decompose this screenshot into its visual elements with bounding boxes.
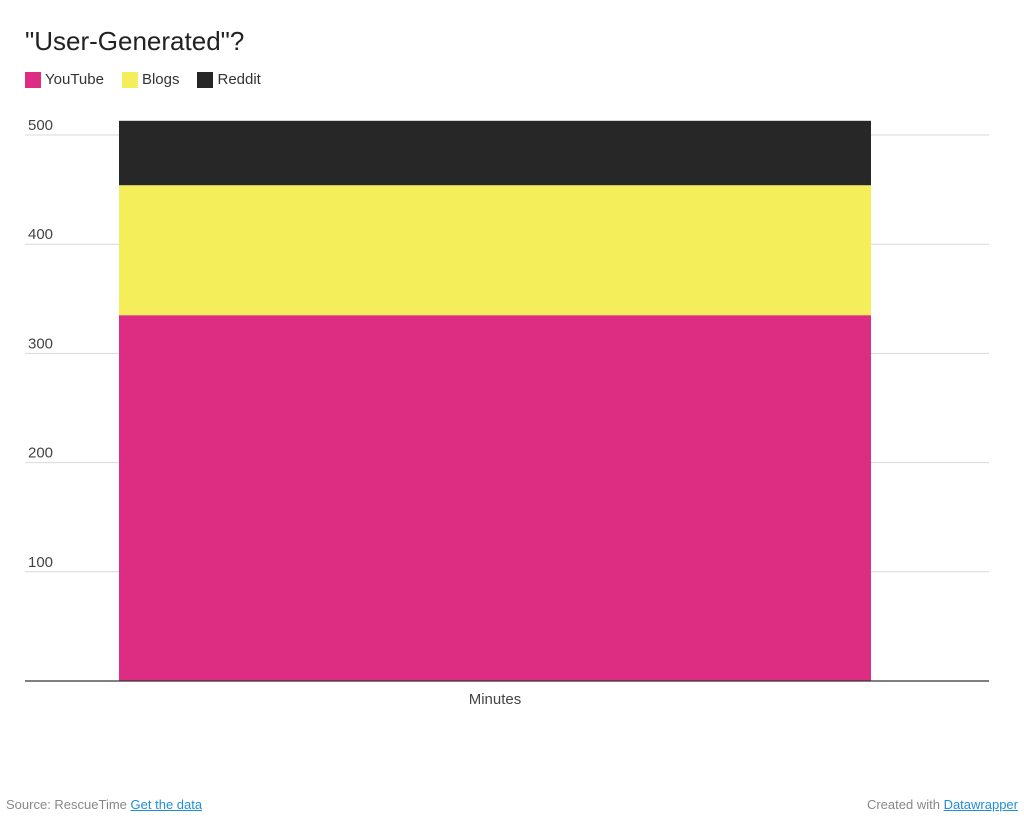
created-with-label: Created with bbox=[866, 797, 940, 812]
legend-label-youtube: YouTube bbox=[45, 71, 104, 88]
footer-source: Source: RescueTime Get the data bbox=[6, 797, 202, 812]
legend-swatch-youtube bbox=[25, 71, 41, 88]
chart-title: "User-Generated"? bbox=[25, 26, 245, 56]
bar-segment-youtube bbox=[119, 315, 871, 681]
source-label: Source: RescueTime bbox=[6, 797, 127, 812]
legend-item-youtube: YouTube bbox=[25, 71, 104, 88]
y-tick-label-400: 400 bbox=[28, 226, 53, 243]
y-tick-label-500: 500 bbox=[28, 117, 53, 134]
legend-item-reddit: Reddit bbox=[197, 71, 261, 88]
y-tick-label-100: 100 bbox=[28, 554, 53, 571]
legend: YouTube Blogs Reddit bbox=[25, 71, 279, 88]
y-tick-label-300: 300 bbox=[28, 335, 53, 352]
legend-label-reddit: Reddit bbox=[217, 71, 261, 88]
get-the-data-link[interactable]: Get the data bbox=[130, 797, 203, 812]
legend-swatch-reddit bbox=[197, 71, 214, 88]
bar-segment-reddit bbox=[119, 120, 871, 186]
bar-segment-blogs bbox=[119, 185, 871, 316]
footer-credit: Created with Datawrapper bbox=[867, 797, 1018, 812]
stacked-bar-chart: 100 200 300 400 500 Minutes bbox=[25, 117, 989, 708]
datawrapper-link[interactable]: Datawrapper bbox=[943, 797, 1018, 812]
legend-swatch-blogs bbox=[121, 71, 138, 88]
y-tick-label-200: 200 bbox=[28, 445, 53, 462]
legend-label-blogs: Blogs bbox=[141, 71, 180, 88]
x-category-label: Minutes bbox=[469, 691, 522, 708]
legend-item-blogs: Blogs bbox=[121, 71, 180, 88]
